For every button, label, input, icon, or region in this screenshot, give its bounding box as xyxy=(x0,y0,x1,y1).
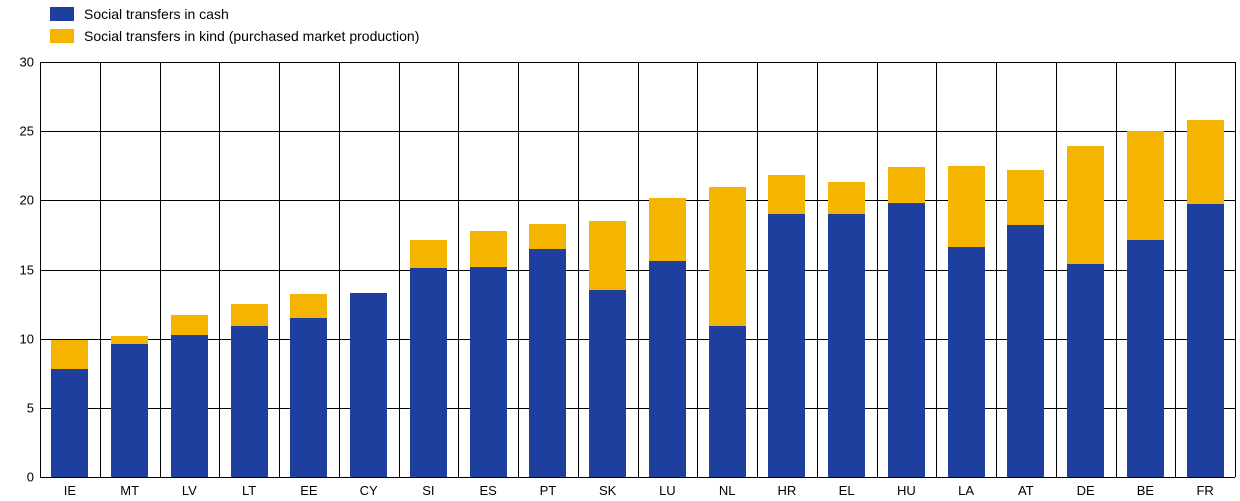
bar-segment-kind xyxy=(709,187,746,327)
y-axis-tick-label: 15 xyxy=(20,262,40,277)
bar-segment-cash xyxy=(111,344,148,477)
gridline-vertical xyxy=(279,62,280,477)
gridline-vertical xyxy=(757,62,758,477)
bar-segment-cash xyxy=(171,335,208,477)
bar-segment-kind xyxy=(768,175,805,214)
bar-segment-kind xyxy=(888,167,925,203)
gridline-vertical xyxy=(160,62,161,477)
x-axis-tick-label: SI xyxy=(422,477,434,498)
y-axis-tick-label: 20 xyxy=(20,193,40,208)
gridline-horizontal xyxy=(40,477,1235,478)
x-axis-tick-label: CY xyxy=(360,477,378,498)
bar-segment-cash xyxy=(470,267,507,477)
bar-segment-kind xyxy=(1187,120,1224,204)
bar-segment-kind xyxy=(231,304,268,326)
x-axis-tick-label: LT xyxy=(242,477,256,498)
gridline-vertical xyxy=(458,62,459,477)
bar-segment-cash xyxy=(1007,225,1044,477)
x-axis-tick-label: LV xyxy=(182,477,197,498)
bar-segment-cash xyxy=(888,203,925,477)
x-axis-tick-label: NL xyxy=(719,477,736,498)
bar-segment-kind xyxy=(1067,146,1104,264)
bar-segment-cash xyxy=(768,214,805,477)
bar-segment-kind xyxy=(171,315,208,334)
y-axis-tick-label: 10 xyxy=(20,331,40,346)
gridline-vertical xyxy=(697,62,698,477)
legend-item: Social transfers in kind (purchased mark… xyxy=(50,26,419,46)
gridline-vertical xyxy=(936,62,937,477)
y-axis-tick-label: 30 xyxy=(20,55,40,70)
bar-segment-kind xyxy=(111,336,148,344)
bar-segment-kind xyxy=(51,340,88,369)
bar-segment-cash xyxy=(290,318,327,477)
bar-segment-cash xyxy=(709,326,746,477)
x-axis-tick-label: BE xyxy=(1137,477,1154,498)
gridline-vertical xyxy=(996,62,997,477)
gridline-vertical xyxy=(638,62,639,477)
x-axis-tick-label: AT xyxy=(1018,477,1034,498)
y-axis-tick-label: 0 xyxy=(27,470,40,485)
stacked-bar-chart: 051015202530IEMTLVLTEECYSIESPTSKLUNLHREL… xyxy=(40,62,1235,477)
legend-swatch-kind xyxy=(50,29,74,43)
x-axis-tick-label: HU xyxy=(897,477,916,498)
legend-label-cash: Social transfers in cash xyxy=(84,6,229,22)
legend-label-kind: Social transfers in kind (purchased mark… xyxy=(84,28,419,44)
bar-segment-cash xyxy=(529,249,566,477)
x-axis-tick-label: HR xyxy=(777,477,796,498)
bar-segment-cash xyxy=(231,326,268,477)
bar-segment-cash xyxy=(1067,264,1104,477)
legend-swatch-cash xyxy=(50,7,74,21)
gridline-vertical xyxy=(877,62,878,477)
gridline-vertical xyxy=(817,62,818,477)
x-axis-tick-label: FR xyxy=(1196,477,1213,498)
gridline-vertical xyxy=(1056,62,1057,477)
x-axis-tick-label: PT xyxy=(540,477,557,498)
y-axis-tick-label: 25 xyxy=(20,124,40,139)
bar-segment-cash xyxy=(1187,204,1224,477)
x-axis-tick-label: ES xyxy=(479,477,496,498)
bar-segment-cash xyxy=(589,290,626,477)
x-axis-tick-label: MT xyxy=(120,477,139,498)
legend: Social transfers in cash Social transfer… xyxy=(50,4,419,48)
bar-segment-kind xyxy=(1007,170,1044,225)
gridline-vertical xyxy=(1116,62,1117,477)
bar-segment-cash xyxy=(51,369,88,477)
x-axis-tick-label: SK xyxy=(599,477,616,498)
bar-segment-kind xyxy=(529,224,566,249)
gridline-vertical xyxy=(219,62,220,477)
x-axis-tick-label: DE xyxy=(1077,477,1095,498)
gridline-vertical xyxy=(100,62,101,477)
x-axis-tick-label: EL xyxy=(839,477,855,498)
bar-segment-kind xyxy=(470,231,507,267)
y-axis-tick-label: 5 xyxy=(27,400,40,415)
bar-segment-kind xyxy=(290,294,327,318)
bar-segment-cash xyxy=(1127,240,1164,477)
gridline-vertical xyxy=(1235,62,1236,477)
x-axis-tick-label: EE xyxy=(300,477,317,498)
bar-segment-cash xyxy=(350,293,387,477)
bar-segment-kind xyxy=(410,240,447,268)
gridline-vertical xyxy=(518,62,519,477)
bar-segment-cash xyxy=(410,268,447,477)
gridline-vertical xyxy=(1175,62,1176,477)
x-axis-tick-label: LU xyxy=(659,477,676,498)
bar-segment-kind xyxy=(649,198,686,262)
gridline-vertical xyxy=(399,62,400,477)
bar-segment-cash xyxy=(828,214,865,477)
x-axis-tick-label: IE xyxy=(64,477,76,498)
bar-segment-kind xyxy=(589,221,626,290)
legend-item: Social transfers in cash xyxy=(50,4,419,24)
bar-segment-cash xyxy=(649,261,686,477)
gridline-vertical xyxy=(40,62,41,477)
gridline-vertical xyxy=(578,62,579,477)
bar-segment-kind xyxy=(828,182,865,214)
bar-segment-kind xyxy=(1127,131,1164,240)
x-axis-tick-label: LA xyxy=(958,477,974,498)
bar-segment-kind xyxy=(948,166,985,248)
gridline-vertical xyxy=(339,62,340,477)
bar-segment-cash xyxy=(948,247,985,477)
